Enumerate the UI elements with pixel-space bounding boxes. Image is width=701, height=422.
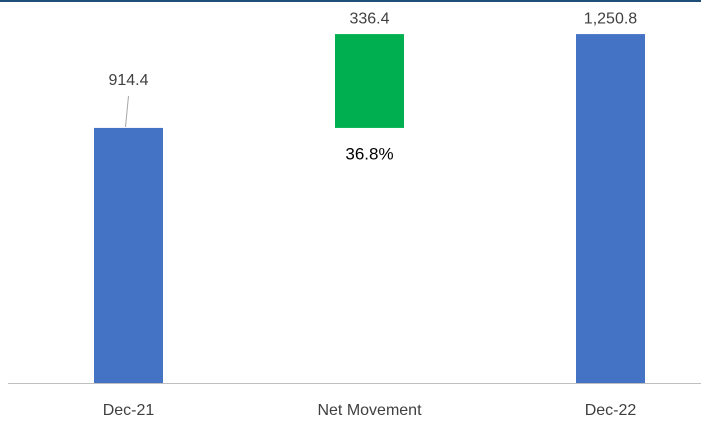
value-label: 336.4 (349, 10, 389, 27)
x-tick-label: Dec-22 (585, 402, 637, 419)
value-label: 1,250.8 (584, 10, 637, 27)
x-tick-label: Net Movement (317, 402, 422, 419)
x-tick-label: Dec-21 (103, 402, 155, 419)
value-label: 914.4 (108, 72, 148, 89)
leader-line (125, 95, 129, 127)
bar (94, 127, 163, 383)
bar (576, 34, 645, 384)
bar (335, 34, 404, 128)
annotation: 36.8% (345, 144, 393, 163)
